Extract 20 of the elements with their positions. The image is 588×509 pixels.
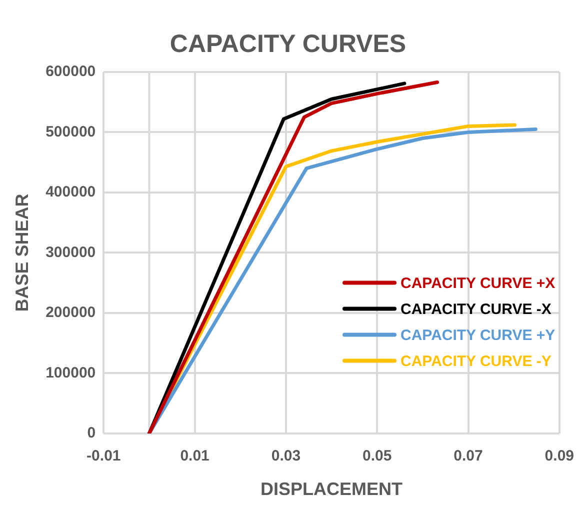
legend-label: CAPACITY CURVE +Y [400,326,556,344]
x-tick-label: 0.01 [180,448,210,465]
y-tick-label: 200000 [46,304,96,322]
y-tick-label: 400000 [46,184,96,201]
x-tick-label: 0.03 [271,448,301,465]
y-tick-label: 0 [87,424,96,442]
legend-label: CAPACITY CURVE -X [400,300,552,318]
y-tick-label: 100000 [46,364,96,382]
x-axis-title: DISPLACEMENT [260,479,403,500]
y-tick-label: 300000 [46,244,96,261]
y-tick-label: 600000 [46,63,96,80]
y-axis-title: BASE SHEAR [12,194,32,312]
legend-label: CAPACITY CURVE -Y [400,352,552,370]
x-tick-label: 0.07 [454,448,483,465]
y-tick-label: 500000 [46,123,96,140]
x-tick-label: 0.09 [544,448,574,465]
chart-title: CAPACITY CURVES [170,30,406,58]
x-tick-label: -0.01 [86,448,121,465]
x-tick-label: 0.05 [362,448,392,465]
legend-label: CAPACITY CURVE +X [400,274,556,292]
